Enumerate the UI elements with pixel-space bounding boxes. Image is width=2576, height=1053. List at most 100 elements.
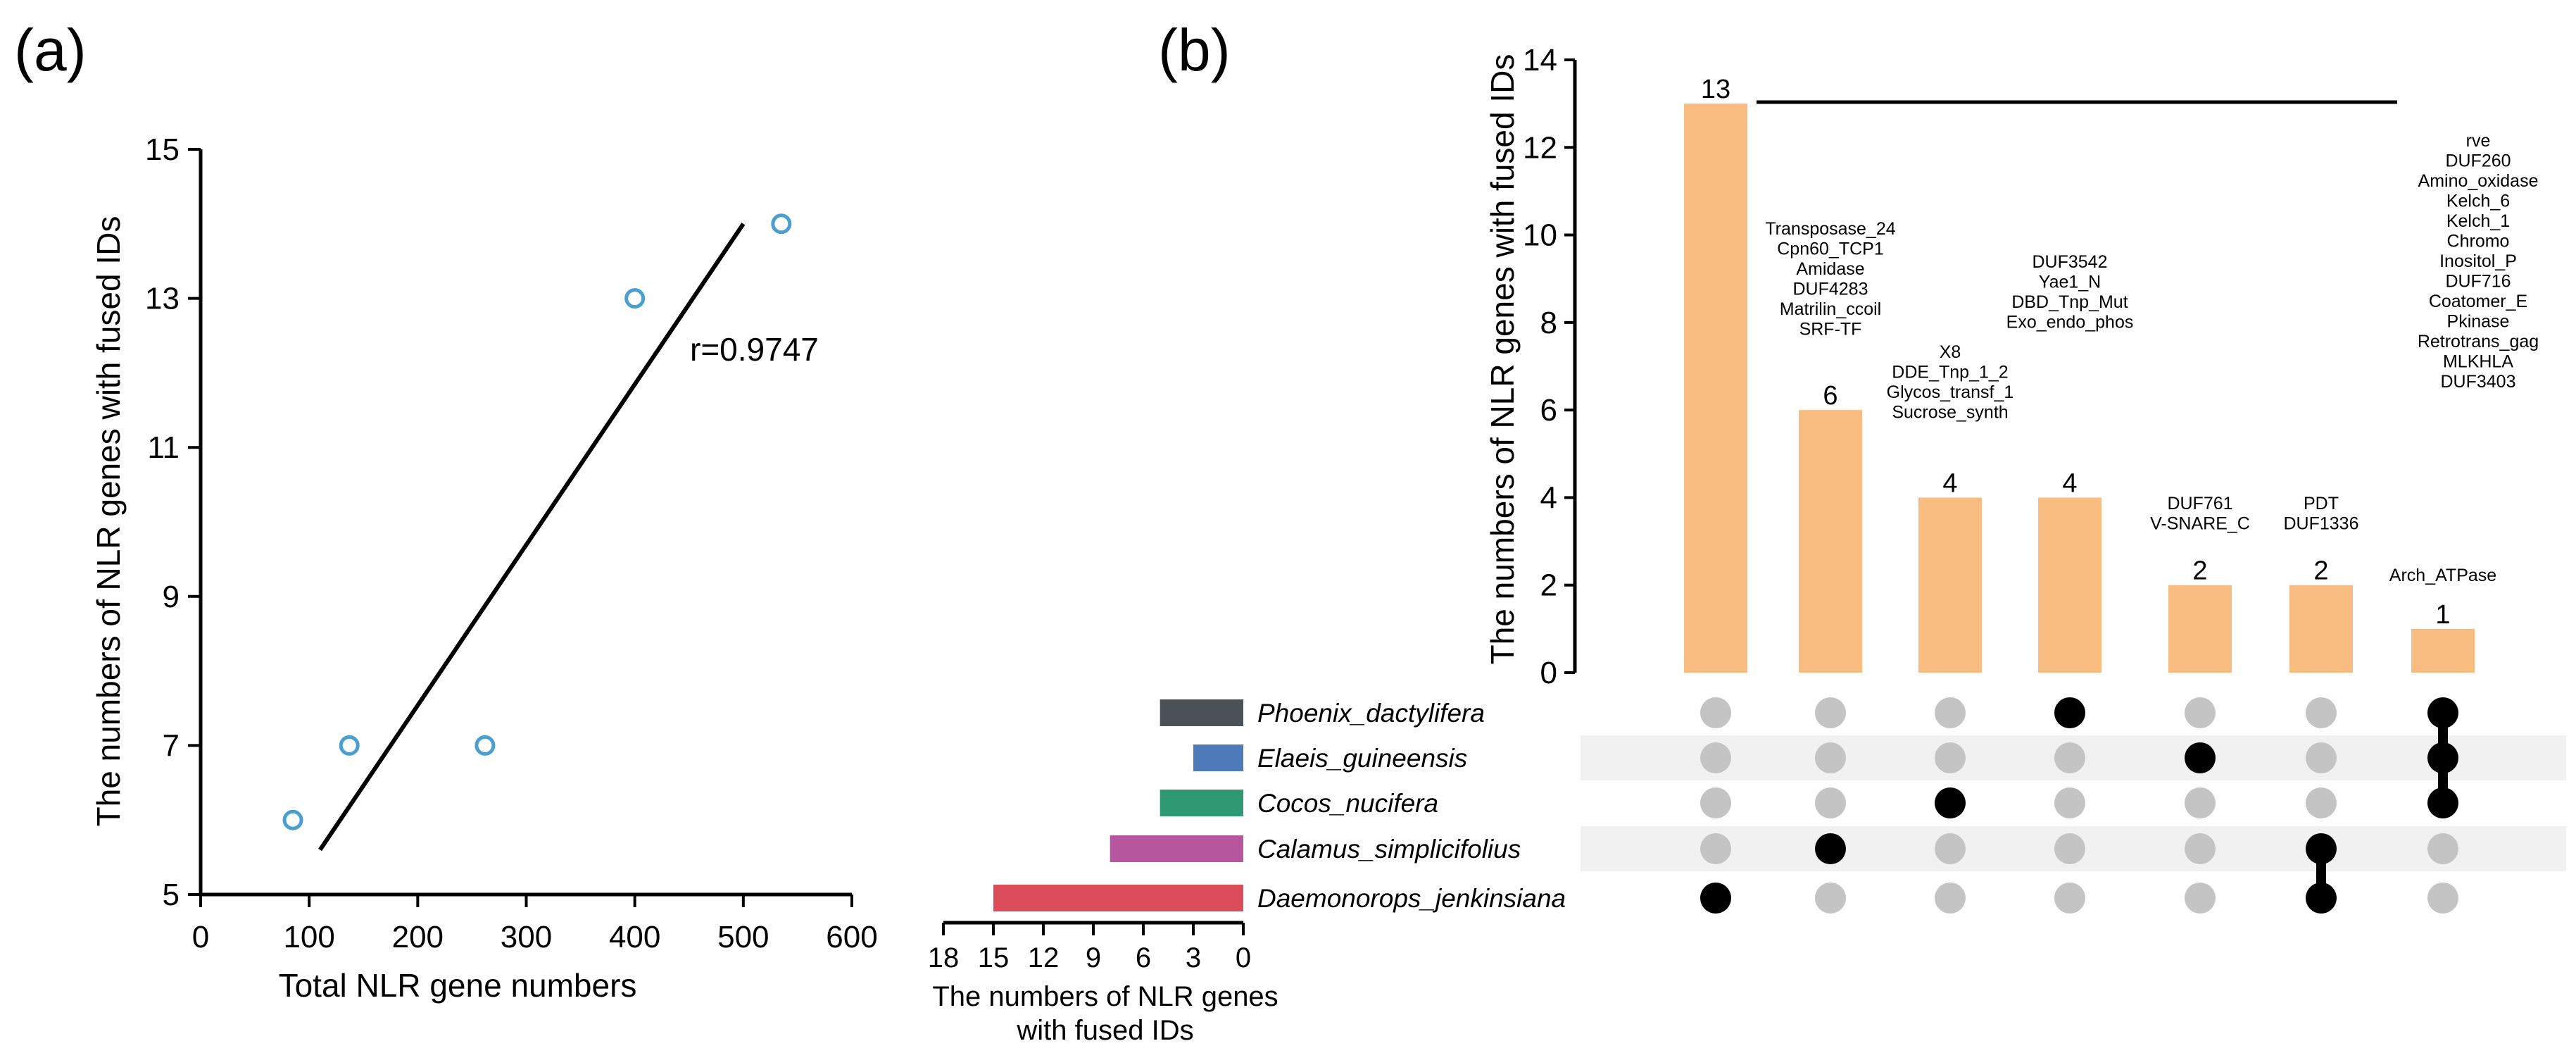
species-x-tick-label: 9 — [1086, 942, 1101, 973]
scatter-x-label: Total NLR gene numbers — [279, 967, 637, 1004]
matrix-dot-active — [1700, 883, 1731, 914]
scatter-point — [624, 288, 646, 309]
species-bar — [993, 885, 1243, 911]
matrix-dot-inactive — [1815, 787, 1846, 818]
intersection-bar — [1799, 410, 1862, 673]
scatter-y-tick-label: 9 — [163, 580, 180, 614]
matrix-dot-inactive — [2054, 833, 2085, 864]
species-bar — [1110, 835, 1243, 862]
intersection-count-label: 13 — [1701, 75, 1730, 104]
matrix-dot-inactive — [1935, 742, 1966, 773]
matrix-dot-inactive — [2427, 833, 2458, 864]
intersection-y-label: The numbers of NLR genes with fused IDs — [1484, 54, 1521, 665]
id-label: Kelch_6 — [2446, 192, 2510, 211]
intersection-count-label: 4 — [1942, 468, 1957, 498]
species-label: Elaeis_guineensis — [1257, 744, 1467, 773]
matrix-dot-active — [2427, 787, 2458, 818]
id-label: Exo_endo_phos — [2006, 313, 2134, 332]
matrix-dot-active — [2306, 883, 2337, 914]
intersection-bar-chart: 0 2 4 6 8 10 12 14 13 6 4 4 2 2 1 rveDUF260Amino_oxida… — [1484, 43, 2566, 914]
species-bar-chart: 18 15 12 9 6 3 0 The numbers of NLR genes with… — [928, 699, 1278, 1046]
id-label: Chromo — [2447, 232, 2510, 251]
species-x-label-line2: with fused IDs — [1016, 1015, 1193, 1046]
id-label: Transposase_24 — [1765, 219, 1895, 239]
id-label: DUF260 — [2445, 151, 2511, 171]
intersection-bar — [1684, 104, 1747, 673]
id-label: PDT — [2304, 494, 2339, 513]
matrix-dot-inactive — [2185, 697, 2216, 728]
intersection-y-tick-label: 4 — [1540, 480, 1557, 515]
id-label: Amino_oxidase — [2418, 171, 2539, 191]
species-x-tick-label: 6 — [1136, 942, 1151, 973]
intersection-bar — [1918, 497, 1982, 673]
scatter-y-tick-label: 11 — [147, 430, 180, 465]
id-label: Coatomer_E — [2429, 292, 2527, 311]
matrix-dot-active — [2427, 697, 2458, 728]
id-label: DUF1336 — [2284, 514, 2359, 534]
intersection-y-tick-label: 8 — [1540, 306, 1557, 340]
species-x-tick-label: 3 — [1186, 942, 1201, 973]
matrix-dot-active — [1935, 787, 1966, 818]
intersection-count-label: 6 — [1823, 381, 1837, 411]
id-label: DUF3542 — [2032, 252, 2108, 272]
matrix-dot-active — [2427, 742, 2458, 773]
matrix-dot-inactive — [2306, 742, 2337, 773]
matrix-dot-inactive — [1700, 742, 1731, 773]
scatter-fit-line — [318, 223, 746, 852]
id-label: SRF-TF — [1799, 320, 1862, 339]
panel-label-b: (b) — [1158, 17, 1231, 83]
matrix-dot-inactive — [1700, 833, 1731, 864]
scatter-y-tick-label: 5 — [163, 878, 180, 912]
id-label: Pkinase — [2447, 312, 2510, 332]
species-x-tick-label: 12 — [1028, 942, 1060, 973]
id-label: X8 — [1940, 342, 1961, 362]
intersection-y-tick-label: 0 — [1540, 656, 1557, 690]
intersection-count-label: 2 — [2192, 556, 2207, 586]
species-bar — [1160, 699, 1243, 726]
id-label: Retrotrans_gag — [2418, 332, 2539, 351]
id-label: DUF3403 — [2441, 372, 2516, 392]
species-x-tick-label: 15 — [978, 942, 1010, 973]
intersection-y-tick-label: 2 — [1540, 568, 1557, 603]
matrix-dot-inactive — [1700, 697, 1731, 728]
intersection-y-tick-label: 12 — [1523, 130, 1557, 165]
species-x-tick-label: 18 — [928, 942, 960, 973]
species-label: Daemonorops_jenkinsiana — [1257, 884, 1566, 913]
scatter-point — [339, 735, 360, 756]
id-label: Kelch_1 — [2446, 211, 2510, 231]
id-label: Glycos_transf_1 — [1887, 382, 2014, 402]
species-label: Calamus_simplicifolius — [1257, 835, 1521, 864]
id-label: Matrilin_ccoil — [1780, 299, 1881, 319]
species-x-tick-label: 0 — [1236, 942, 1251, 973]
matrix-dot-inactive — [1700, 787, 1731, 818]
species-label: Phoenix_dactylifera — [1257, 699, 1485, 728]
scatter-y-tick-label: 15 — [145, 132, 180, 167]
species-x-label-line1: The numbers of NLR genes — [932, 981, 1278, 1012]
intersection-count-label: 4 — [2062, 468, 2077, 498]
matrix-dot-inactive — [1815, 742, 1846, 773]
scatter-point — [475, 735, 496, 756]
matrix-dot-inactive — [2054, 742, 2085, 773]
scatter-x-tick-label: 200 — [392, 920, 444, 954]
intersection-y-tick-label: 10 — [1523, 218, 1557, 253]
intersection-bar — [2289, 585, 2353, 673]
matrix-dot-inactive — [1815, 883, 1846, 914]
panel-label-a: (a) — [14, 17, 87, 83]
id-label: DUF716 — [2445, 272, 2511, 292]
intersection-bar — [2038, 497, 2101, 673]
matrix-dot-active — [1815, 833, 1846, 864]
intersection-y-tick-label: 6 — [1540, 393, 1557, 428]
matrix-dot-active — [2306, 833, 2337, 864]
matrix-dot-inactive — [2306, 697, 2337, 728]
scatter-y-label: The numbers of NLR genes with fused IDs — [90, 216, 127, 827]
id-label: DBD_Tnp_Mut — [2011, 292, 2128, 312]
id-label: Arch_ATPase — [2389, 566, 2496, 585]
matrix-dot-inactive — [1815, 697, 1846, 728]
species-label: Cocos_nucifera — [1257, 789, 1438, 818]
id-label: DUF761 — [2167, 494, 2232, 513]
matrix-dot-inactive — [1935, 697, 1966, 728]
scatter-point — [771, 213, 792, 235]
matrix-dot-inactive — [1935, 883, 1966, 914]
intersection-count-label: 2 — [2313, 556, 2328, 586]
